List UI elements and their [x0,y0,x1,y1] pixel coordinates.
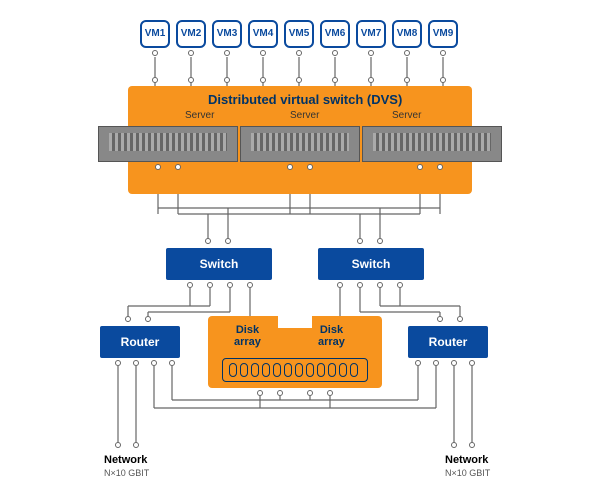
port-dot [296,77,302,83]
server-hardware-icon [240,126,360,162]
server-label: Server [290,110,319,121]
port-dot [451,360,457,366]
port-dot [287,164,293,170]
port-dot [296,50,302,56]
vm-box: VM3 [212,20,242,48]
disk-array-label: Diskarray [234,324,261,348]
network-label: Network [445,454,488,466]
port-dot [151,360,157,366]
connection-lines [0,0,600,500]
port-dot [377,282,383,288]
port-dot [368,50,374,56]
port-dot [469,360,475,366]
port-dot [433,360,439,366]
switch-box: Switch [166,248,272,280]
vm-box: VM9 [428,20,458,48]
port-dot [188,77,194,83]
port-dot [175,164,181,170]
server-label: Server [392,110,421,121]
port-dot [469,442,475,448]
router-box: Router [408,326,488,358]
port-dot [125,316,131,322]
server-label: Server [185,110,214,121]
vm-box: VM1 [140,20,170,48]
port-dot [457,316,463,322]
vm-box: VM5 [284,20,314,48]
port-dot [337,282,343,288]
port-dot [397,282,403,288]
port-dot [247,282,253,288]
port-dot [404,77,410,83]
vm-box: VM8 [392,20,422,48]
port-dot [187,282,193,288]
switch-box: Switch [318,248,424,280]
port-dot [440,50,446,56]
port-dot [437,316,443,322]
port-dot [225,238,231,244]
network-sublabel: N×10 GBIT [104,468,149,478]
port-dot [307,164,313,170]
port-dot [227,282,233,288]
port-dot [224,50,230,56]
port-dot [368,77,374,83]
vm-box: VM2 [176,20,206,48]
dvs-title: Distributed virtual switch (DVS) [208,92,402,107]
port-dot [257,390,263,396]
port-dot [332,50,338,56]
port-dot [404,50,410,56]
port-dot [451,442,457,448]
port-dot [307,390,313,396]
port-dot [152,77,158,83]
port-dot [277,390,283,396]
port-dot [357,282,363,288]
disk-notch [278,316,312,328]
port-dot [377,238,383,244]
disk-array-label: Diskarray [318,324,345,348]
port-dot [205,238,211,244]
port-dot [327,390,333,396]
port-dot [260,50,266,56]
port-dot [155,164,161,170]
router-box: Router [100,326,180,358]
port-dot [415,360,421,366]
port-dot [115,360,121,366]
port-dot [224,77,230,83]
port-dot [188,50,194,56]
port-dot [437,164,443,170]
port-dot [133,360,139,366]
port-dot [440,77,446,83]
vm-box: VM4 [248,20,278,48]
port-dot [145,316,151,322]
port-dot [417,164,423,170]
server-hardware-icon [362,126,502,162]
server-hardware-icon [98,126,238,162]
port-dot [260,77,266,83]
port-dot [169,360,175,366]
port-dot [332,77,338,83]
network-sublabel: N×10 GBIT [445,468,490,478]
vm-box: VM6 [320,20,350,48]
disk-slots [222,358,368,382]
port-dot [207,282,213,288]
port-dot [357,238,363,244]
vm-box: VM7 [356,20,386,48]
port-dot [115,442,121,448]
network-label: Network [104,454,147,466]
port-dot [152,50,158,56]
port-dot [133,442,139,448]
